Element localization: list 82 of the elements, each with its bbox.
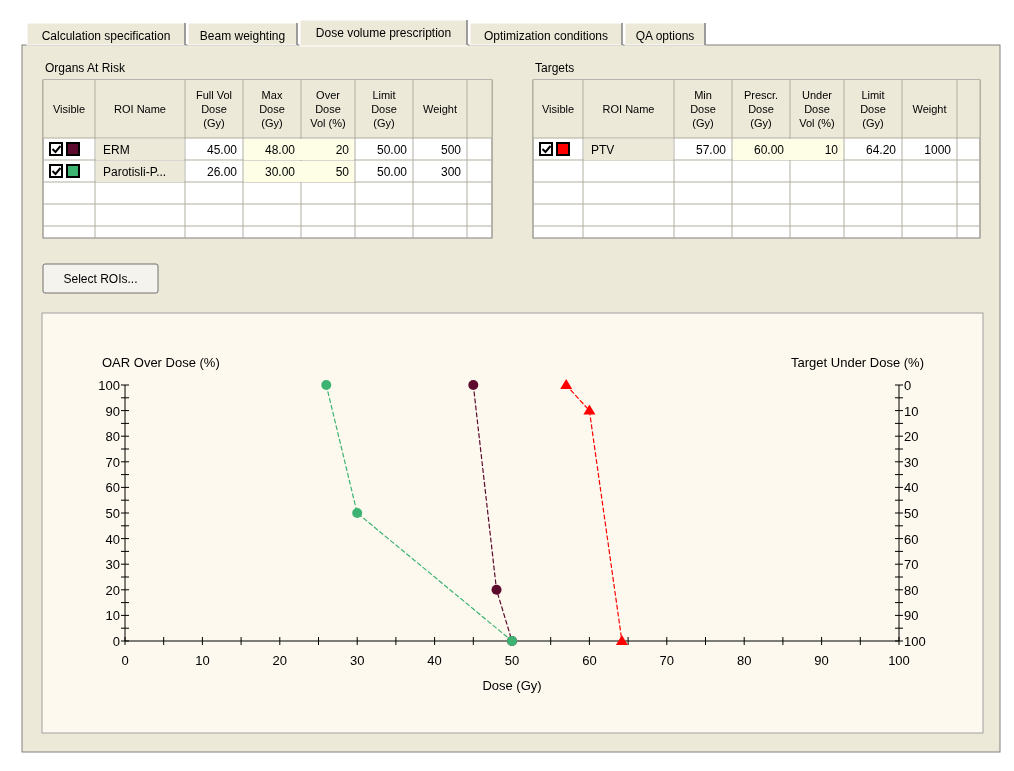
- text: ROI Name: [602, 103, 655, 115]
- x-tick-label: 20: [272, 653, 288, 668]
- point: [321, 380, 332, 390]
- text: Weight: [912, 103, 947, 115]
- text: 57.00: [695, 143, 727, 157]
- text: 45.00: [206, 143, 238, 157]
- text: Limit Dose (Gy): [371, 89, 397, 129]
- text: 1000: [924, 143, 952, 157]
- text: ERM: [103, 143, 130, 157]
- y-tick-label: 100: [98, 378, 120, 393]
- y2-tick-label: 100: [904, 634, 926, 649]
- y2-tick-label: 60: [904, 531, 919, 547]
- x-tick-label: 90: [814, 653, 829, 668]
- tab: Dose volume prescription: [299, 19, 468, 47]
- x-axis-title: Dose (Gy): [482, 678, 542, 693]
- y2-tick-label: 90: [904, 608, 919, 624]
- point: [615, 635, 628, 645]
- text: 50.00: [376, 143, 408, 157]
- y-tick-label: 90: [105, 403, 120, 419]
- x-tick-label: 70: [659, 653, 675, 668]
- y2-tick-label: 0: [904, 378, 912, 393]
- text: 26.00: [206, 165, 238, 179]
- y-tick-label: 30: [105, 557, 120, 573]
- text: PTV: [591, 143, 615, 157]
- y-tick-label: 50: [105, 506, 120, 521]
- text: 64.20: [865, 143, 897, 157]
- x-tick-label: 40: [427, 653, 442, 668]
- text: Over Dose Vol (%): [310, 89, 346, 129]
- point: [491, 584, 502, 595]
- y-tick-label: 0: [112, 634, 120, 649]
- text: 300: [440, 165, 462, 179]
- y2-tick-label: 30: [904, 454, 919, 470]
- point: [583, 404, 596, 415]
- text: 50: [335, 165, 350, 179]
- text: 48.00: [264, 143, 296, 157]
- button: Select ROIs...: [42, 263, 159, 294]
- y2-tick-label: 80: [904, 582, 919, 598]
- y2-tick-label: 10: [904, 403, 919, 419]
- text: Limit Dose (Gy): [860, 89, 886, 129]
- tab: QA options: [624, 22, 706, 46]
- x-tick-label: 100: [888, 653, 910, 668]
- text: Weight: [422, 103, 458, 115]
- text: ROI Name: [114, 103, 166, 115]
- y2-tick-label: 50: [904, 506, 919, 521]
- y-tick-label: 40: [105, 531, 120, 547]
- y-tick-label: 20: [105, 582, 120, 598]
- text: Targets: [535, 61, 575, 75]
- x-tick-label: 60: [582, 653, 597, 668]
- tab: Optimization conditions: [469, 22, 623, 46]
- text: Max Dose (Gy): [259, 89, 285, 129]
- text: 50.00: [376, 165, 408, 179]
- text: Prescr. Dose (Gy): [743, 89, 779, 129]
- y-tick-label: 70: [105, 454, 120, 470]
- text: 500: [440, 143, 462, 157]
- text: Parotisli-P...: [103, 165, 167, 179]
- y2-tick-label: 70: [904, 557, 919, 573]
- text: 30.00: [264, 165, 296, 179]
- y2-tick-label: 40: [904, 480, 919, 496]
- text: 10: [824, 143, 839, 157]
- text: Under Dose Vol (%): [799, 89, 835, 129]
- y-tick-label: 10: [105, 608, 120, 624]
- x-tick-label: 10: [195, 653, 210, 668]
- y-tick-label: 60: [105, 480, 120, 496]
- point: [560, 379, 573, 389]
- text: 20: [335, 143, 350, 157]
- y-axis-title: OAR Over Dose (%): [102, 355, 220, 370]
- point: [352, 508, 363, 518]
- x-tick-label: 80: [736, 653, 752, 668]
- text: Full Vol Dose (Gy): [195, 89, 233, 129]
- text: Organs At Risk: [45, 61, 127, 75]
- y2-tick-label: 20: [904, 429, 919, 445]
- text: 60.00: [753, 143, 785, 157]
- tab: Beam weighting: [187, 22, 298, 46]
- point: [468, 380, 479, 390]
- x-tick-label: 30: [349, 653, 365, 668]
- y-tick-label: 80: [105, 429, 120, 445]
- tab: Calculation specification: [26, 22, 186, 46]
- text: Visible: [52, 103, 86, 115]
- text: Min Dose (Gy): [690, 89, 716, 129]
- y2-axis-title: Target Under Dose (%): [791, 355, 924, 370]
- text: Visible: [541, 103, 575, 115]
- x-tick-label: 50: [504, 653, 520, 668]
